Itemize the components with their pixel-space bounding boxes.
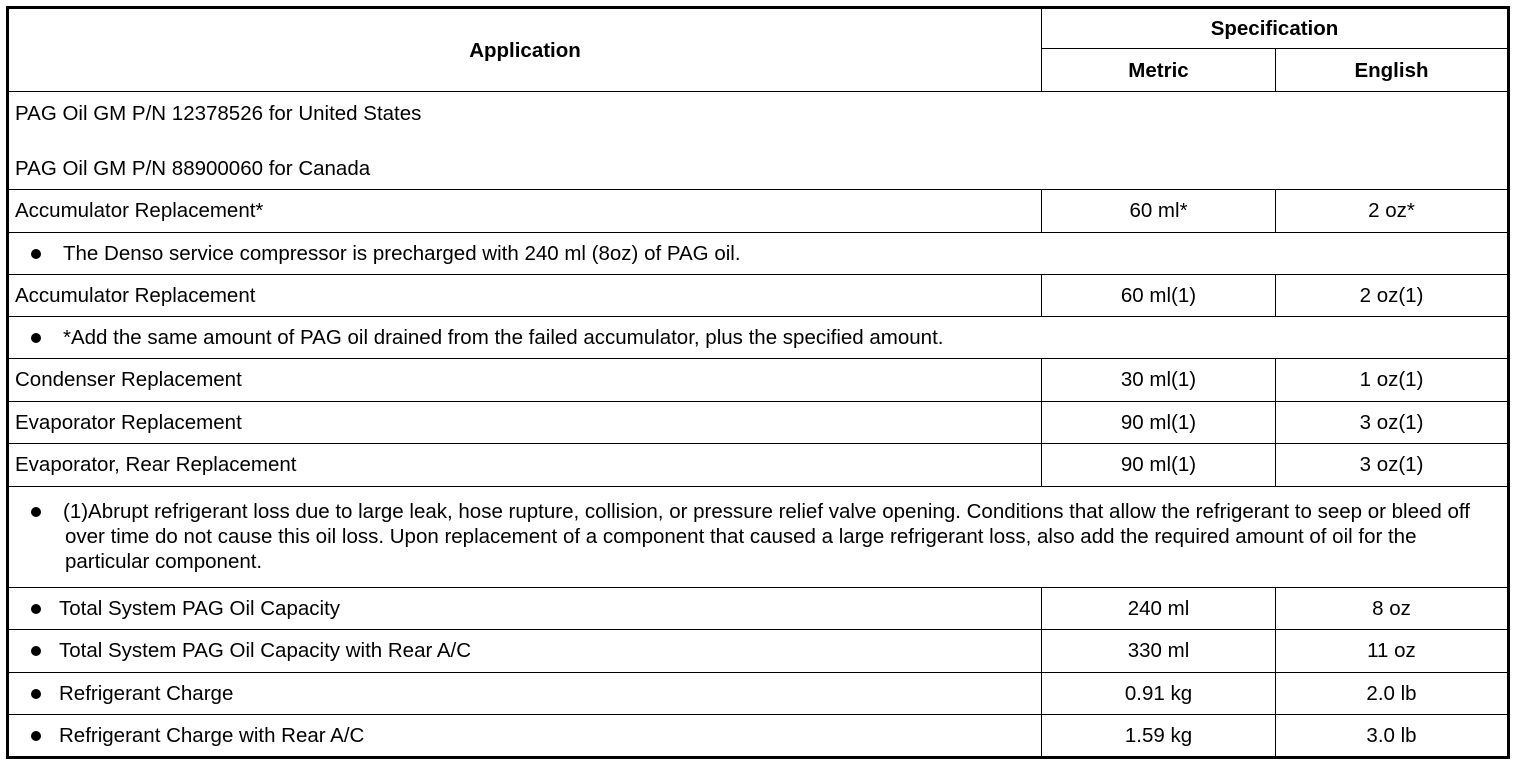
note-text: The Denso service compressor is precharg… — [63, 241, 741, 265]
metric-cell: 60 ml(1) — [1041, 273, 1276, 317]
specification-table: Application Specification Metric English… — [6, 6, 1510, 759]
application-text: Total System PAG Oil Capacity with Rear … — [59, 639, 472, 663]
table-row: Refrigerant Charge 0.91 kg 2.0 lb — [7, 671, 1509, 715]
header-metric: Metric — [1041, 48, 1276, 92]
table-row: Accumulator Replacement 60 ml(1) 2 oz(1) — [7, 273, 1509, 317]
bullet-icon — [31, 248, 41, 259]
metric-cell: 90 ml(1) — [1041, 400, 1276, 444]
table-row: Total System PAG Oil Capacity 240 ml 8 oz — [7, 586, 1509, 630]
metric-cell: 330 ml — [1041, 629, 1276, 673]
pag-oil-canada: PAG Oil GM P/N 88900060 for Canada — [15, 156, 371, 180]
bullet-icon — [31, 603, 41, 614]
application-cell: Refrigerant Charge — [7, 671, 1042, 715]
table-row: Refrigerant Charge with Rear A/C 1.59 kg 3… — [7, 714, 1509, 758]
note-row: (1)Abrupt refrigerant loss due to large … — [7, 485, 1509, 588]
application-cell: Total System PAG Oil Capacity — [7, 586, 1042, 630]
metric-cell: 240 ml — [1041, 586, 1276, 630]
header-application: Application — [7, 7, 1042, 92]
application-cell: Accumulator Replacement* — [7, 189, 1042, 233]
application-cell: Condenser Replacement — [7, 358, 1042, 402]
bullet-icon — [31, 507, 41, 517]
english-cell: 3 oz(1) — [1275, 400, 1509, 444]
note-text: *Add the same amount of PAG oil drained … — [63, 326, 944, 349]
bullet-icon — [31, 646, 41, 657]
application-text: Refrigerant Charge with Rear A/C — [59, 723, 365, 747]
note-cell: (1)Abrupt refrigerant loss due to large … — [7, 485, 1509, 588]
metric-cell: 0.91 kg — [1041, 671, 1276, 715]
application-cell: Evaporator Replacement — [7, 400, 1042, 444]
bullet-icon — [31, 333, 41, 343]
note-row: The Denso service compressor is precharg… — [7, 231, 1509, 275]
note-row: *Add the same amount of PAG oil drained … — [7, 316, 1509, 359]
application-cell: Accumulator Replacement — [7, 273, 1042, 317]
table-row: Condenser Replacement 30 ml(1) 1 oz(1) — [7, 358, 1509, 402]
metric-cell: 1.59 kg — [1041, 714, 1276, 758]
table-row: Accumulator Replacement* 60 ml* 2 oz* — [7, 189, 1509, 233]
application-cell: Evaporator, Rear Replacement — [7, 443, 1042, 487]
metric-cell: 90 ml(1) — [1041, 443, 1276, 487]
bullet-icon — [31, 688, 41, 699]
header-specification: Specification — [1041, 7, 1509, 49]
english-cell: 3 oz(1) — [1275, 443, 1509, 487]
metric-cell: 60 ml* — [1041, 189, 1276, 233]
table-row: Evaporator, Rear Replacement 90 ml(1) 3 oz… — [7, 443, 1509, 487]
application-text: Refrigerant Charge — [59, 681, 234, 705]
application-cell: Total System PAG Oil Capacity with Rear … — [7, 629, 1042, 673]
bullet-icon — [31, 730, 41, 741]
note-cell: The Denso service compressor is precharg… — [7, 231, 1509, 275]
english-cell: 8 oz — [1275, 586, 1509, 630]
metric-cell: 30 ml(1) — [1041, 358, 1276, 402]
table-row: Total System PAG Oil Capacity with Rear … — [7, 629, 1509, 673]
english-cell: 11 oz — [1275, 629, 1509, 673]
pag-oil-us: PAG Oil GM P/N 12378526 for United State… — [15, 101, 422, 125]
english-cell: 1 oz(1) — [1275, 358, 1509, 402]
english-cell: 2 oz(1) — [1275, 273, 1509, 317]
note-text: (1)Abrupt refrigerant loss due to large … — [63, 500, 1470, 573]
table-row: Evaporator Replacement 90 ml(1) 3 oz(1) — [7, 400, 1509, 444]
english-cell: 2.0 lb — [1275, 671, 1509, 715]
note-cell: *Add the same amount of PAG oil drained … — [7, 316, 1509, 359]
application-cell: Refrigerant Charge with Rear A/C — [7, 714, 1042, 758]
header-english: English — [1275, 48, 1509, 92]
english-cell: 2 oz* — [1275, 189, 1509, 233]
pag-oil-row: PAG Oil GM P/N 12378526 for United State… — [7, 91, 1509, 190]
application-text: Total System PAG Oil Capacity — [59, 596, 341, 620]
english-cell: 3.0 lb — [1275, 714, 1509, 758]
